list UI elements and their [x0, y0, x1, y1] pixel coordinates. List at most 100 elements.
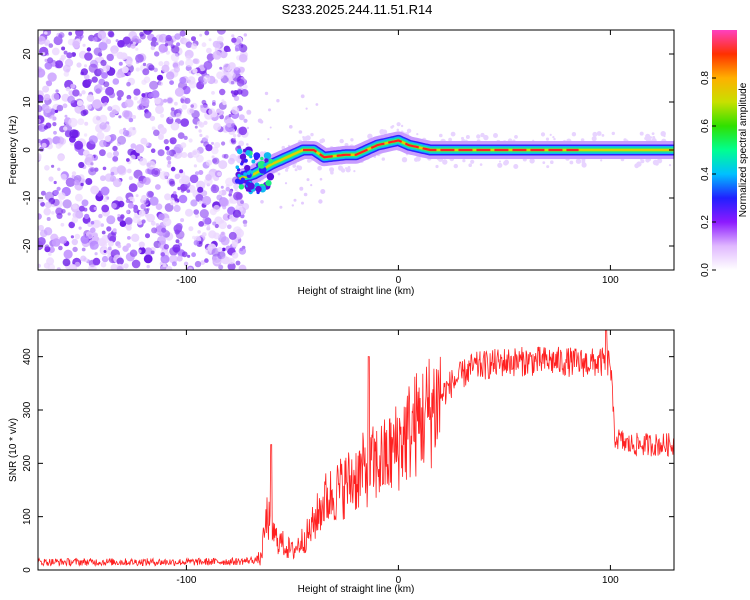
noise-blob: [76, 62, 82, 68]
noise-blob: [98, 41, 108, 51]
ridge-halo: [639, 131, 644, 136]
noise-blob: [219, 197, 229, 207]
noise-blob: [205, 135, 209, 139]
noise-blob: [189, 108, 195, 114]
noise-blob: [51, 211, 55, 215]
noise-blob: [242, 219, 248, 225]
noise-blob: [235, 192, 243, 200]
noise-blob: [106, 215, 116, 225]
noise-blob: [84, 64, 87, 68]
noise-blob: [191, 252, 197, 258]
ridge-halo: [493, 133, 498, 138]
noise-blob: [106, 152, 113, 159]
noise-blob: [181, 251, 188, 258]
noise-blob: [246, 143, 249, 146]
onset-blob: [247, 182, 255, 190]
snr-series-line: [38, 330, 674, 567]
noise-blob: [61, 46, 66, 51]
noise-blob: [183, 135, 188, 140]
noise-blob: [44, 31, 48, 35]
noise-blob: [88, 264, 97, 270]
noise-blob: [86, 78, 92, 85]
y-tick-label: 0: [22, 567, 33, 573]
noise-blob: [236, 89, 243, 95]
noise-blob: [242, 84, 248, 90]
noise-blob: [177, 132, 185, 140]
noise-blob: [169, 180, 176, 187]
noise-blob: [136, 219, 143, 226]
onset-blob: [264, 158, 269, 163]
noise-blob: [140, 97, 150, 107]
noise-blob: [38, 155, 42, 161]
noise-blob: [101, 230, 106, 235]
onset-blob: [266, 173, 275, 181]
ridge-halo: [592, 131, 598, 137]
noise-blob: [125, 217, 133, 225]
noise-blob: [228, 190, 233, 194]
noise-blob: [80, 235, 90, 244]
noise-blob: [238, 126, 248, 136]
noise-blob: [176, 255, 183, 262]
ridge-halo: [292, 164, 297, 168]
noise-blob: [89, 240, 99, 250]
noise-blob: [60, 222, 65, 227]
noise-blob: [153, 129, 160, 137]
ridge-halo: [600, 159, 603, 162]
noise-blob: [243, 223, 247, 227]
noise-blob: [115, 39, 119, 43]
x-tick-label: 100: [602, 575, 619, 586]
noise-blob: [58, 192, 66, 200]
noise-blob: [164, 193, 172, 201]
noise-blob: [135, 47, 139, 51]
x-tick-label: 100: [602, 275, 619, 286]
onset-blob: [260, 156, 264, 161]
noise-blob: [127, 148, 135, 156]
onset-blob: [263, 163, 267, 167]
noise-blob: [81, 90, 86, 95]
noise-blob: [126, 81, 131, 87]
noise-blob: [185, 58, 194, 68]
noise-blob: [166, 155, 172, 161]
noise-blob: [202, 195, 212, 206]
y-tick-label: -10: [22, 190, 33, 205]
noise-blob: [298, 130, 303, 134]
noise-blob: [42, 85, 50, 93]
ridge-halo: [545, 137, 550, 141]
noise-blob: [179, 76, 187, 84]
noise-blob: [149, 64, 154, 69]
noise-blob: [43, 93, 51, 101]
noise-blob: [133, 204, 138, 210]
noise-blob: [198, 170, 204, 175]
noise-blob: [46, 217, 51, 221]
noise-blob: [65, 177, 76, 187]
noise-blob: [126, 236, 131, 240]
noise-blob: [178, 194, 188, 204]
noise-blob: [189, 174, 199, 184]
noise-blob: [194, 260, 202, 268]
noise-blob: [150, 45, 155, 51]
noise-blob: [200, 260, 206, 265]
noise-blob: [46, 80, 53, 87]
noise-blob: [155, 203, 163, 210]
noise-blob: [130, 154, 136, 160]
ridge-halo: [499, 160, 501, 163]
noise-blob: [60, 173, 67, 180]
noise-blob: [191, 149, 200, 158]
noise-blob: [202, 232, 207, 237]
noise-blob: [81, 199, 89, 207]
noise-blob: [123, 129, 130, 137]
noise-blob: [213, 204, 221, 213]
noise-blob: [38, 105, 43, 113]
noise-blob: [239, 44, 248, 53]
noise-blob: [201, 190, 208, 197]
noise-blob: [93, 219, 102, 228]
ridge-halo: [645, 158, 650, 163]
noise-blob: [220, 51, 228, 59]
noise-blob: [135, 67, 140, 72]
noise-blob: [206, 47, 212, 54]
noise-blob: [38, 197, 44, 203]
noise-blob: [232, 209, 241, 218]
noise-blob: [117, 96, 122, 101]
noise-blob: [53, 180, 57, 185]
